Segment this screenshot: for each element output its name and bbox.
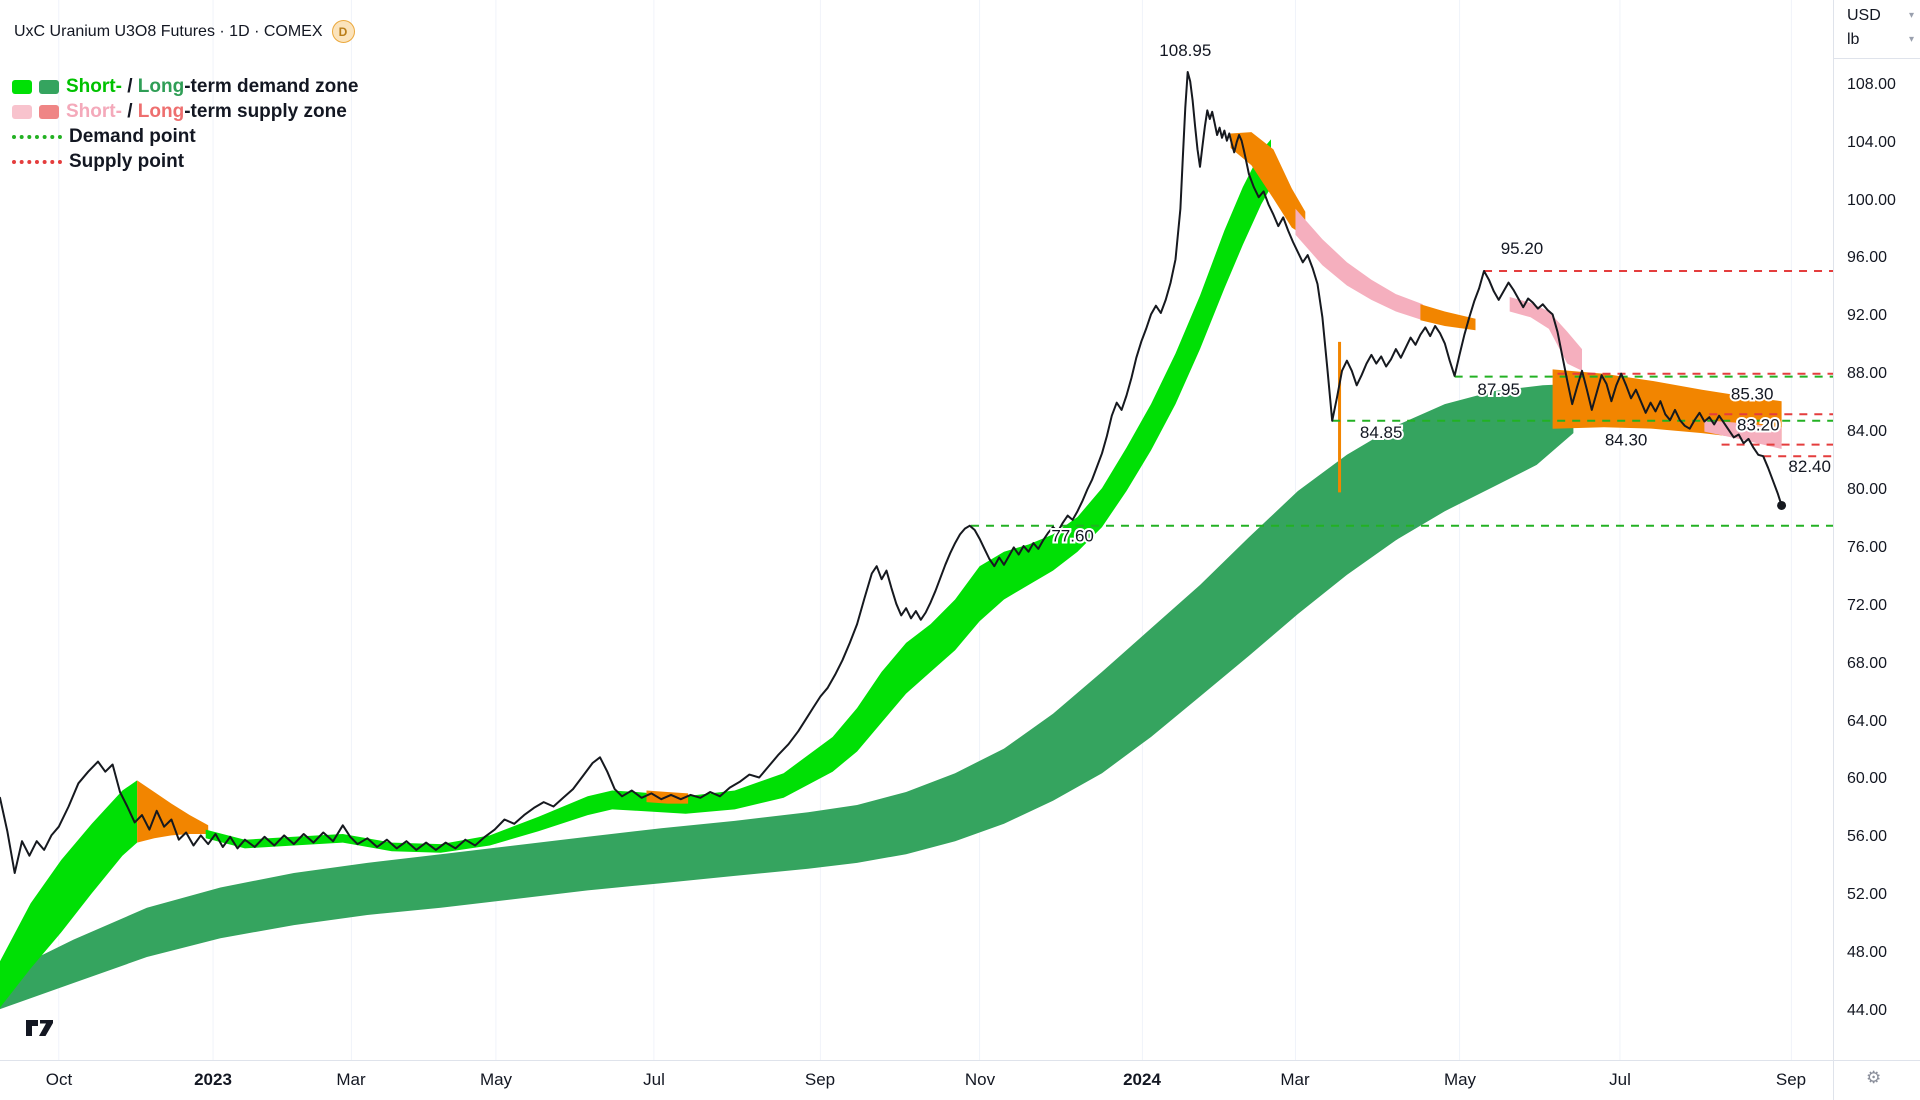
unit-label: lb [1847,31,1860,48]
supply-rest-label: -term supply zone [184,100,347,122]
chevron-down-icon: ▾ [1908,10,1914,21]
price-tick-label: 68.00 [1847,655,1888,672]
supply-long-label: Long [137,100,185,122]
last-price-dot [1777,500,1787,510]
time-tick-label: 2024 [1123,1070,1161,1089]
legend-demand-zone-label: Short- / Long-term demand zone [66,76,358,98]
price-tick-label: 84.00 [1847,423,1888,440]
price-axis[interactable]: USD ▾ lb ▾ 108.00 104.00 100.00 96.00 92.00 8… [1833,0,1920,1100]
legend-supply-zone-label: Short- / Long-term supply zone [66,101,347,123]
price-annotation: 95.20 [1501,239,1544,258]
legend-demand-zone-row: Short- / Long-term demand zone [12,74,358,99]
chevron-down-icon: ▾ [1908,34,1914,45]
demand-rest-label: -term demand zone [184,75,359,97]
time-tick-label: Sep [804,1070,836,1089]
legend: Short- / Long-term demand zone Short- / … [12,74,358,174]
tradingview-logo[interactable] [22,1016,58,1045]
price-annotation: 108.95 [1159,41,1211,60]
time-tick-label: Jul [643,1070,665,1089]
price-unit-box: USD ▾ lb ▾ [1834,0,1920,59]
price-tick-label: 104.00 [1847,134,1896,151]
price-tick-label: 56.00 [1847,828,1888,845]
price-tick-label: 52.00 [1847,886,1888,903]
supply-short-label: Short- [66,100,122,122]
price-tick-label: 64.00 [1847,713,1888,730]
time-tick-label: May [479,1070,513,1089]
demand-long-label: Long [137,75,185,97]
axis-corner-divider [1834,1060,1920,1061]
supply-sep-label: / [121,100,138,122]
gear-icon[interactable]: ⚙ [1866,1068,1882,1087]
price-line [0,71,1783,874]
price-annotation: 85.30 [1731,384,1774,403]
price-annotation: 82.40 [1788,457,1831,476]
price-tick-label: 48.00 [1847,944,1888,961]
time-tick-label: Oct [45,1070,73,1089]
post-peak-flip-band [1230,132,1306,237]
demand-point-label: Demand point [69,125,196,147]
legend-supply-zone-row: Short- / Long-term supply zone [12,99,358,124]
flip-zone-early-2023-band [137,780,209,843]
price-tick-label: 72.00 [1847,597,1888,614]
unit-dropdown[interactable]: lb ▾ [1834,28,1920,52]
time-tick-label: Sep [1775,1070,1807,1089]
price-tick-label: 92.00 [1847,307,1888,324]
demand-point-line-swatch [12,134,62,139]
short-term-supply-zone-band [1295,208,1423,321]
symbol-title[interactable]: UxC Uranium U3O8 Futures · 1D · COMEX [14,22,323,40]
short-term-demand-wedge-band [0,780,138,1008]
time-tick-label: Mar [1280,1070,1310,1089]
price-tick-label: 108.00 [1847,76,1896,93]
price-tick-label: 100.00 [1847,192,1896,209]
time-tick-label: Nov [964,1070,996,1089]
demand-sep-label: / [121,75,138,97]
symbol-title-row[interactable]: UxC Uranium U3O8 Futures · 1D · COMEX D [14,20,355,43]
supply-flip-mid-band [1420,304,1476,331]
supply-point-line-swatch [12,159,62,164]
price-annotation: 84.30 [1605,431,1648,450]
chart-canvas[interactable]: 108.95 95.20 87.95 84.85 85.30 83.20 84.30 82.4… [0,0,1833,1060]
legend-supply-point-row: Supply point [12,149,358,174]
time-axis[interactable]: Oct 2023 Mar May Jul Sep Nov 2024 Mar May Jul Sep [0,1060,1833,1100]
time-tick-label: May [1443,1070,1477,1089]
time-tick-label: 2023 [194,1070,232,1089]
interval-badge[interactable]: D [331,20,355,43]
short-term-supply-swatch [12,104,32,119]
price-tick-label: 76.00 [1847,539,1888,556]
price-tick-label: 80.00 [1847,481,1888,498]
price-tick-label: 96.00 [1847,249,1888,266]
price-tick-label: 44.00 [1847,1002,1888,1019]
long-term-demand-swatch [39,79,59,94]
long-term-demand-zone-band [0,383,1574,1010]
long-term-supply-swatch [39,104,59,119]
price-tick-label: 60.00 [1847,770,1888,787]
price-annotation: 77.60 [1051,527,1094,546]
currency-label: USD [1847,7,1881,24]
plot-area[interactable]: 108.95 95.20 87.95 84.85 85.30 83.20 84.30 82.4… [0,0,1833,1100]
price-annotation: 84.85 [1360,423,1403,442]
supply-point-label: Supply point [69,150,185,172]
time-tick-label: Jul [1609,1070,1631,1089]
currency-dropdown[interactable]: USD ▾ [1834,4,1920,28]
demand-short-label: Short- [66,75,122,97]
price-annotation: 83.20 [1737,416,1780,435]
supply-inner-pink-band [1704,420,1782,449]
price-tick-label: 88.00 [1847,365,1888,382]
price-annotation: 87.95 [1477,380,1520,399]
legend-demand-point-row: Demand point [12,124,358,149]
short-term-demand-swatch [12,79,32,94]
time-tick-label: Mar [336,1070,366,1089]
short-term-supply-zone-2-band [1509,297,1582,371]
